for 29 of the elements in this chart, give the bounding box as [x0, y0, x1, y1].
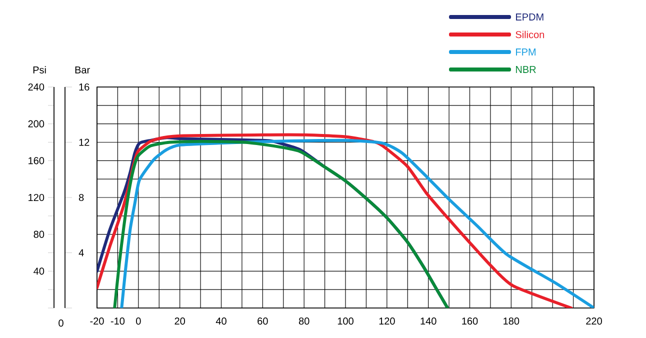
x-tick-label: 180 [504, 318, 520, 325]
text: Silicon [516, 30, 544, 38]
x-tick-label: 0 [136, 318, 141, 325]
x-tick-label: 140 [420, 318, 436, 325]
x-tick-label: 220 [586, 318, 602, 325]
y-tick-label: 120 [28, 194, 44, 202]
y2-tick-label: 8 [78, 194, 84, 202]
text: NBR [516, 66, 536, 73]
y-tick-label: 200 [28, 120, 44, 128]
y2-tick-label: 16 [79, 83, 90, 91]
text: EPDM [516, 14, 544, 20]
x-tick-label: 120 [379, 318, 395, 325]
x-tick-label: -20 [90, 318, 104, 325]
y2-tick-label: 12 [79, 138, 90, 146]
x-tick-label: 80 [298, 318, 310, 325]
x-tick-label: -10 [110, 318, 125, 325]
y-axis-title: Psi [33, 66, 46, 74]
y-tick-label: 160 [28, 157, 44, 164]
x-tick-label: 40 [216, 318, 226, 325]
x-tick-label: 20 [174, 318, 186, 325]
y-tick-label: 40 [34, 268, 44, 275]
y-tick-label: 80 [34, 230, 44, 238]
text: FPM [516, 48, 536, 56]
x-tick-label: 100 [338, 318, 354, 325]
y2-tick-label: 4 [78, 249, 84, 256]
x-tick-label: 160 [462, 318, 478, 325]
x-tick-label: 60 [258, 318, 268, 325]
y-tick-label: 240 [28, 83, 44, 91]
y2-axis-title: Bar [75, 66, 90, 74]
